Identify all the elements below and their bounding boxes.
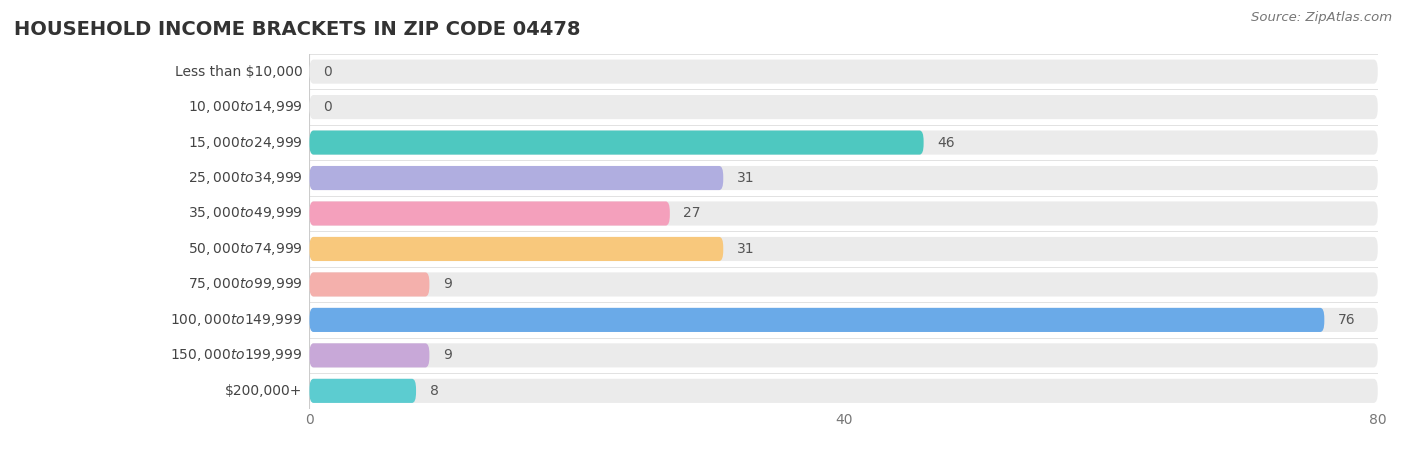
FancyBboxPatch shape xyxy=(309,308,1324,332)
Text: $100,000 to $149,999: $100,000 to $149,999 xyxy=(170,312,302,328)
FancyBboxPatch shape xyxy=(309,166,1378,190)
FancyBboxPatch shape xyxy=(309,343,1378,367)
FancyBboxPatch shape xyxy=(309,166,723,190)
FancyBboxPatch shape xyxy=(309,95,1378,119)
Text: 0: 0 xyxy=(323,65,332,79)
FancyBboxPatch shape xyxy=(309,343,429,367)
FancyBboxPatch shape xyxy=(309,273,429,296)
Text: 9: 9 xyxy=(443,277,451,291)
FancyBboxPatch shape xyxy=(309,60,1378,84)
FancyBboxPatch shape xyxy=(309,131,924,154)
FancyBboxPatch shape xyxy=(309,237,723,261)
Text: 31: 31 xyxy=(737,171,755,185)
FancyBboxPatch shape xyxy=(309,202,669,225)
Text: $25,000 to $34,999: $25,000 to $34,999 xyxy=(187,170,302,186)
Text: 27: 27 xyxy=(683,207,700,220)
FancyBboxPatch shape xyxy=(309,131,1378,154)
FancyBboxPatch shape xyxy=(309,308,1378,332)
Text: Less than $10,000: Less than $10,000 xyxy=(174,65,302,79)
Text: $150,000 to $199,999: $150,000 to $199,999 xyxy=(170,348,302,363)
Text: $75,000 to $99,999: $75,000 to $99,999 xyxy=(187,277,302,292)
Text: $15,000 to $24,999: $15,000 to $24,999 xyxy=(187,135,302,150)
Text: $50,000 to $74,999: $50,000 to $74,999 xyxy=(187,241,302,257)
Text: 46: 46 xyxy=(936,136,955,150)
Text: HOUSEHOLD INCOME BRACKETS IN ZIP CODE 04478: HOUSEHOLD INCOME BRACKETS IN ZIP CODE 04… xyxy=(14,20,581,39)
FancyBboxPatch shape xyxy=(309,379,1378,403)
FancyBboxPatch shape xyxy=(309,237,1378,261)
FancyBboxPatch shape xyxy=(309,379,416,403)
Text: $10,000 to $14,999: $10,000 to $14,999 xyxy=(187,99,302,115)
Text: 9: 9 xyxy=(443,348,451,362)
Text: Source: ZipAtlas.com: Source: ZipAtlas.com xyxy=(1251,11,1392,24)
Text: $200,000+: $200,000+ xyxy=(225,384,302,398)
Text: 8: 8 xyxy=(430,384,439,398)
FancyBboxPatch shape xyxy=(309,273,1378,296)
Text: 0: 0 xyxy=(323,100,332,114)
FancyBboxPatch shape xyxy=(309,202,1378,225)
Text: 31: 31 xyxy=(737,242,755,256)
Text: $35,000 to $49,999: $35,000 to $49,999 xyxy=(187,206,302,221)
Text: 76: 76 xyxy=(1339,313,1355,327)
